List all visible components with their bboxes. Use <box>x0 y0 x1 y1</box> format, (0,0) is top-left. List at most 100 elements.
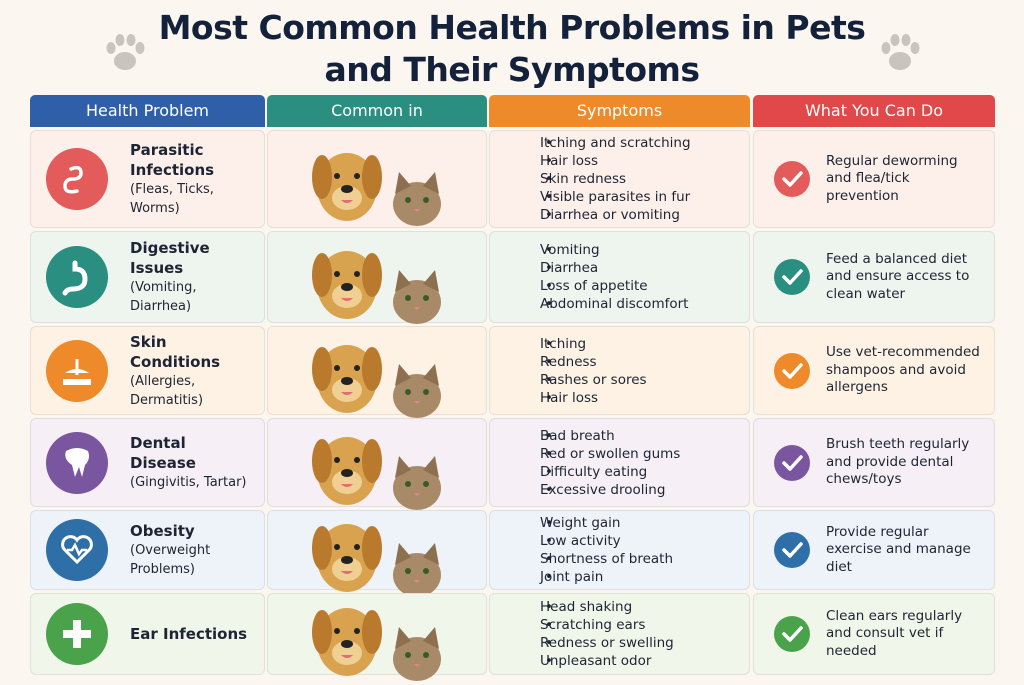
icon <box>46 148 108 210</box>
symptom: Shortness of breath <box>540 550 673 568</box>
symptom: Difficulty eating <box>540 463 680 481</box>
problem-detail: (Vomiting, Diarrhea) <box>130 280 197 314</box>
problem-icon <box>45 245 109 309</box>
symptom: Weight gain <box>540 514 673 532</box>
header: Common in <box>267 95 487 127</box>
problem-name: Parasitic Infections <box>130 141 215 179</box>
icon <box>46 246 108 308</box>
icon <box>46 431 108 494</box>
pet-image <box>302 587 452 685</box>
header: Symptoms <box>489 95 750 127</box>
problem-detail: (Allergies, Dermatitis) <box>130 373 204 408</box>
symptom: Diarrhea or vomiting <box>540 206 691 224</box>
symptom: Skin redness <box>540 170 691 188</box>
symptom-list: ItchingRednessRashes or soresHair loss <box>518 335 647 407</box>
symptom-list: Head shakingScratching earsRedness or sw… <box>518 598 674 670</box>
symptom: Visible parasites in fur <box>540 188 691 206</box>
table-row: Digestive Issues(Vomiting, Diarrhea) Vomi… <box>30 231 995 324</box>
symptom: Vomiting <box>540 241 688 259</box>
symptom: Red or swollen gums <box>540 445 680 463</box>
check-icon <box>773 258 811 300</box>
title-line: Most Common Health Problems in Pets <box>158 8 866 47</box>
dog-and-cat <box>312 524 441 597</box>
action: Use vet-recommended shampoos and avoid a… <box>826 344 980 395</box>
symptom-list: Itching and scratchingHair lossSkin redn… <box>518 134 691 224</box>
problem: Dental Disease (Gingivitis, Tartar) <box>130 433 250 492</box>
check <box>774 616 810 652</box>
problem-name: Skin Conditions <box>130 332 221 371</box>
header: What You Can Do <box>753 95 995 127</box>
action: Provide regular exercise and manage diet <box>826 523 971 575</box>
pet-image <box>302 132 452 230</box>
check <box>774 259 810 295</box>
pet-image <box>302 503 452 601</box>
title-line: and Their Symptoms <box>324 50 700 89</box>
problem-detail: (Gingivitis, Tartar) <box>130 475 247 490</box>
check <box>774 532 810 568</box>
check <box>774 352 810 389</box>
check-icon <box>773 531 811 573</box>
symptom-list: VomitingDiarrheaLoss of appetiteAbdomina… <box>518 241 688 313</box>
symptom: Joint pain <box>540 568 673 586</box>
action: Feed a balanced diet and ensure access t… <box>826 250 970 302</box>
symptom: Hair loss <box>540 152 691 170</box>
symptom: Bad breath <box>540 427 680 445</box>
problem-icon <box>45 431 109 495</box>
problem: Ear Infections <box>130 624 250 644</box>
symptom: Low activity <box>540 532 673 550</box>
header: Health Problem <box>30 95 265 127</box>
symptom: Hair loss <box>540 389 647 407</box>
symptom: Loss of appetite <box>540 277 688 295</box>
check-icon <box>773 444 811 486</box>
symptom: Unpleasant odor <box>540 652 674 670</box>
paw-icon <box>106 34 145 70</box>
problem-name: Obesity <box>130 522 195 540</box>
symptom-list: Bad breathRed or swollen gumsDifficulty … <box>518 427 680 499</box>
problem: Obesity (Overweight Problems) <box>130 521 250 579</box>
symptom: Itching and scratching <box>540 134 691 152</box>
symptom: Scratching ears <box>540 616 674 634</box>
problem-detail: (Fleas, Ticks, Worms) <box>130 182 214 216</box>
check-icon <box>773 160 811 202</box>
table-row: Skin Conditions(Allergies, Dermatitis) It… <box>30 326 995 418</box>
pet-image <box>302 324 452 422</box>
pet-image <box>302 230 452 328</box>
check <box>774 444 810 481</box>
problem: Digestive Issues (Vomiting, Diarrhea) <box>130 238 250 316</box>
paw-icon <box>881 34 920 70</box>
problem: Parasitic Infections (Fleas, Ticks, Worms… <box>130 140 250 218</box>
symptom: Rashes or sores <box>540 371 647 389</box>
symptom-list: Weight gainLow activityShortness of brea… <box>518 514 673 586</box>
dog-and-cat <box>312 251 441 324</box>
problem-icon <box>45 602 109 666</box>
dog-and-cat <box>312 436 441 510</box>
problem-name: Ear Infections <box>130 625 248 643</box>
check-icon <box>773 352 811 394</box>
table-row: Parasitic Infections (Fleas, Ticks, Worms… <box>30 130 995 228</box>
problem-name: Digestive Issues <box>130 239 210 277</box>
check-icon <box>773 615 811 657</box>
symptom: Abdominal discomfort <box>540 295 688 313</box>
problem-detail: (Overweight Problems) <box>130 543 211 577</box>
symptom: Head shaking <box>540 598 674 616</box>
symptom: Excessive drooling <box>540 481 680 499</box>
icon <box>46 519 108 581</box>
check <box>774 161 810 197</box>
symptom: Diarrhea <box>540 259 688 277</box>
problem-icon <box>45 339 109 403</box>
symptom: Redness <box>540 353 647 371</box>
symptom: Redness or swelling <box>540 634 674 652</box>
action: Brush teeth regularly and provide dental… <box>826 436 970 487</box>
table-row: Obesity (Overweight Problems) Weight gainL… <box>30 510 995 597</box>
problem-name: Dental Disease <box>130 434 196 472</box>
problem: Skin Conditions (Allergies, Dermatitis) <box>130 332 250 410</box>
pet-image <box>302 416 452 514</box>
dog-and-cat <box>312 153 441 226</box>
problem-icon <box>45 518 109 582</box>
table-row: Ear Infections Head shakingScratching ear… <box>30 593 995 681</box>
dog-and-cat <box>312 344 441 418</box>
icon <box>46 339 108 402</box>
action: Regular deworming and flea/tick preventi… <box>826 152 958 204</box>
icon <box>46 603 108 665</box>
